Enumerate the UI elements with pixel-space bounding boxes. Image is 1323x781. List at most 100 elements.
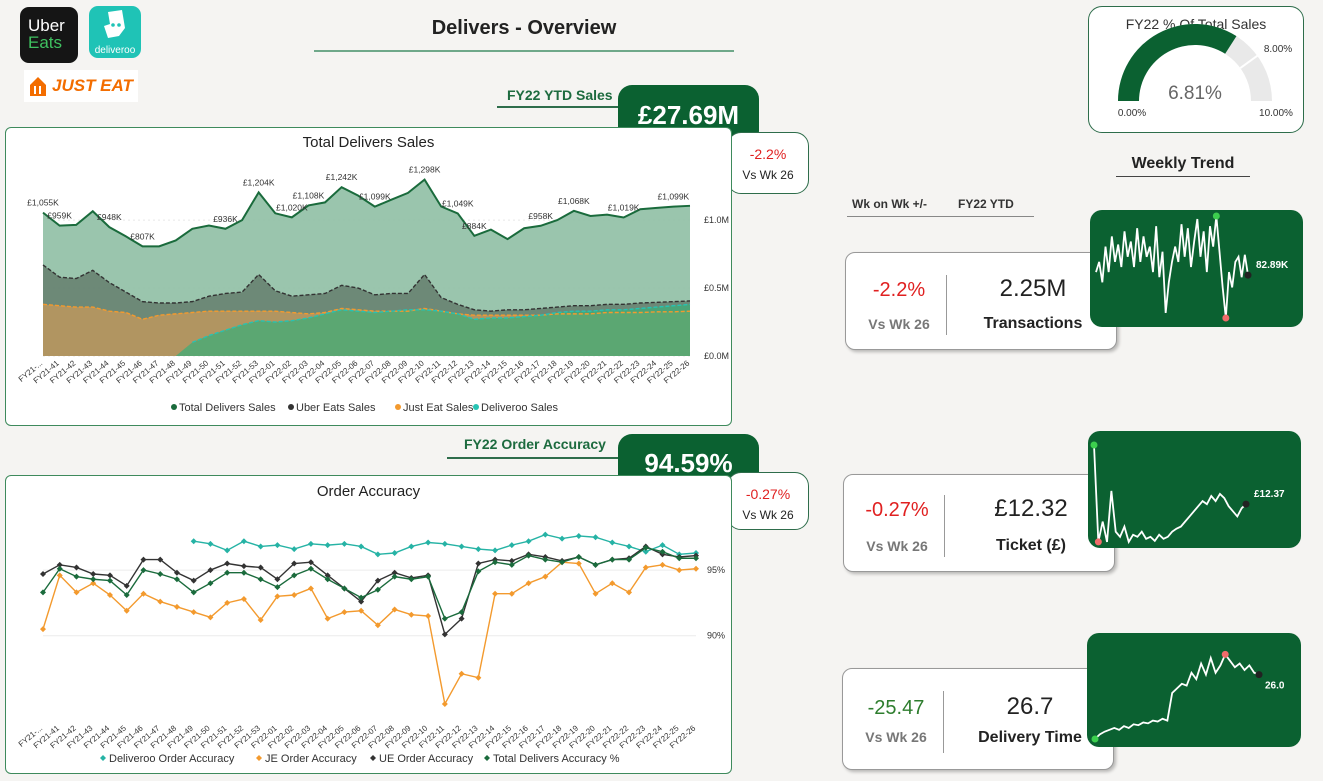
legend-label: Deliveroo Sales — [481, 402, 559, 414]
uber-eats-logo: Uber Eats — [20, 7, 78, 63]
line-just-eat-sales — [42, 303, 691, 321]
data-point — [190, 609, 197, 616]
sparkline-last-point — [1244, 271, 1252, 279]
data-point — [676, 555, 683, 562]
data-label: £1,099K — [359, 192, 391, 202]
sales-chart-panel: Total Delivers Sales £0.0M £0.5M £1.0M £1,0… — [5, 127, 732, 426]
card-divider — [946, 275, 947, 335]
data-point — [374, 551, 381, 558]
sparkline-max-point — [1090, 441, 1098, 449]
data-point — [140, 556, 147, 563]
transactions-sparkline: 82.89K — [1095, 212, 1289, 322]
sparkline-max-point — [1221, 650, 1229, 658]
y-tick-label: 95% — [707, 565, 725, 575]
transactions-card: -2.2% Vs Wk 26 2.25M Transactions — [845, 252, 1117, 350]
data-point — [106, 592, 113, 598]
data-point — [240, 595, 247, 602]
data-point — [609, 556, 616, 563]
accuracy-chart: 90%95%FY21-...FY21-41FY21-42FY21-43FY21-… — [17, 531, 725, 765]
data-point — [324, 615, 331, 622]
data-point — [492, 559, 499, 566]
data-label: £1,055K — [27, 198, 59, 208]
data-point — [626, 556, 633, 563]
data-point — [508, 561, 515, 568]
legend-marker — [370, 755, 376, 761]
order-accuracy-vs-box: -0.27% Vs Wk 26 — [727, 472, 809, 530]
sparkline-max-point — [1212, 212, 1220, 220]
ytd-sales-vs-box: -2.2% Vs Wk 26 — [727, 132, 809, 194]
data-point — [106, 572, 113, 579]
y-tick-label: £0.5M — [704, 283, 729, 293]
legend-label: Total Delivers Sales — [179, 402, 276, 414]
delivery-time-vs-label: Vs Wk 26 — [865, 729, 927, 745]
legend-label: Total Delivers Accuracy % — [493, 753, 620, 765]
data-point — [257, 543, 264, 550]
data-point — [274, 584, 281, 591]
data-point — [240, 563, 247, 570]
data-point — [492, 547, 499, 554]
delivery-time-name: Delivery Time — [978, 729, 1082, 746]
data-point — [190, 589, 197, 596]
sparkline-last-point — [1255, 671, 1263, 679]
data-point — [575, 553, 582, 560]
line-deliveroo-sales — [192, 303, 691, 344]
data-point — [441, 631, 448, 638]
data-point — [190, 538, 197, 545]
data-point — [341, 609, 348, 616]
ticket-vs-label: Vs Wk 26 — [866, 538, 928, 554]
gauge-title: FY22 % Of Total Sales — [1125, 16, 1267, 32]
data-point — [324, 542, 331, 549]
data-point — [291, 560, 298, 567]
transactions-sparkline-card: 82.89K — [1090, 210, 1303, 327]
data-point — [358, 543, 365, 550]
data-point — [676, 567, 683, 574]
y-tick-label: £0.0M — [704, 351, 729, 361]
data-point — [90, 576, 97, 583]
data-point — [408, 543, 415, 550]
data-point — [140, 567, 147, 574]
accuracy-chart-panel: Order Accuracy 90% 95% FY21-... FY21-41 FY21… — [5, 475, 732, 774]
data-point — [592, 590, 599, 597]
data-label: £807K — [130, 231, 155, 241]
data-point — [425, 573, 432, 580]
data-point — [374, 622, 381, 629]
line-je-order-accuracy — [42, 561, 697, 706]
sparkline-last-label: 82.89K — [1256, 260, 1289, 271]
data-point — [441, 700, 448, 707]
data-point — [358, 607, 365, 614]
transactions-pct: -2.2% — [872, 279, 926, 301]
data-point — [542, 556, 549, 563]
sparkline-min-point — [1091, 735, 1099, 743]
data-point — [307, 585, 314, 592]
order-accuracy-underline — [447, 457, 619, 459]
data-point — [391, 606, 398, 613]
data-point — [458, 670, 465, 677]
data-point — [307, 540, 314, 547]
line-total-delivers-sales — [42, 178, 691, 248]
gauge-value: 6.81% — [1168, 83, 1222, 104]
data-point — [425, 539, 432, 546]
data-point — [358, 598, 365, 605]
data-label: £1,049K — [442, 198, 474, 208]
data-point — [408, 576, 415, 583]
data-point — [642, 564, 649, 571]
data-point — [475, 546, 482, 553]
sparkline-last-label: £12.37 — [1254, 489, 1285, 500]
sparkline — [1093, 444, 1247, 545]
data-point — [207, 580, 214, 587]
data-point — [173, 576, 180, 583]
data-point — [40, 571, 46, 577]
data-point — [542, 573, 549, 580]
data-point — [408, 611, 415, 618]
data-point — [642, 548, 649, 555]
data-label: £936K — [213, 214, 238, 224]
data-point — [291, 546, 298, 553]
data-point — [190, 577, 197, 584]
transactions-name: Transactions — [983, 315, 1083, 332]
data-point — [123, 592, 130, 598]
ticket-name: Ticket (£) — [996, 537, 1066, 554]
transactions-vs-label: Vs Wk 26 — [868, 316, 930, 332]
data-point — [592, 561, 599, 568]
delivery-time-value: 26.7 — [1006, 693, 1054, 720]
delivery-time-pct: -25.47 — [867, 697, 925, 719]
